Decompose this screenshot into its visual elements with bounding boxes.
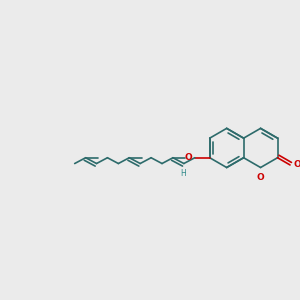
- Text: O: O: [257, 173, 264, 182]
- Text: O: O: [293, 160, 300, 169]
- Text: H: H: [180, 169, 186, 178]
- Text: O: O: [184, 153, 192, 162]
